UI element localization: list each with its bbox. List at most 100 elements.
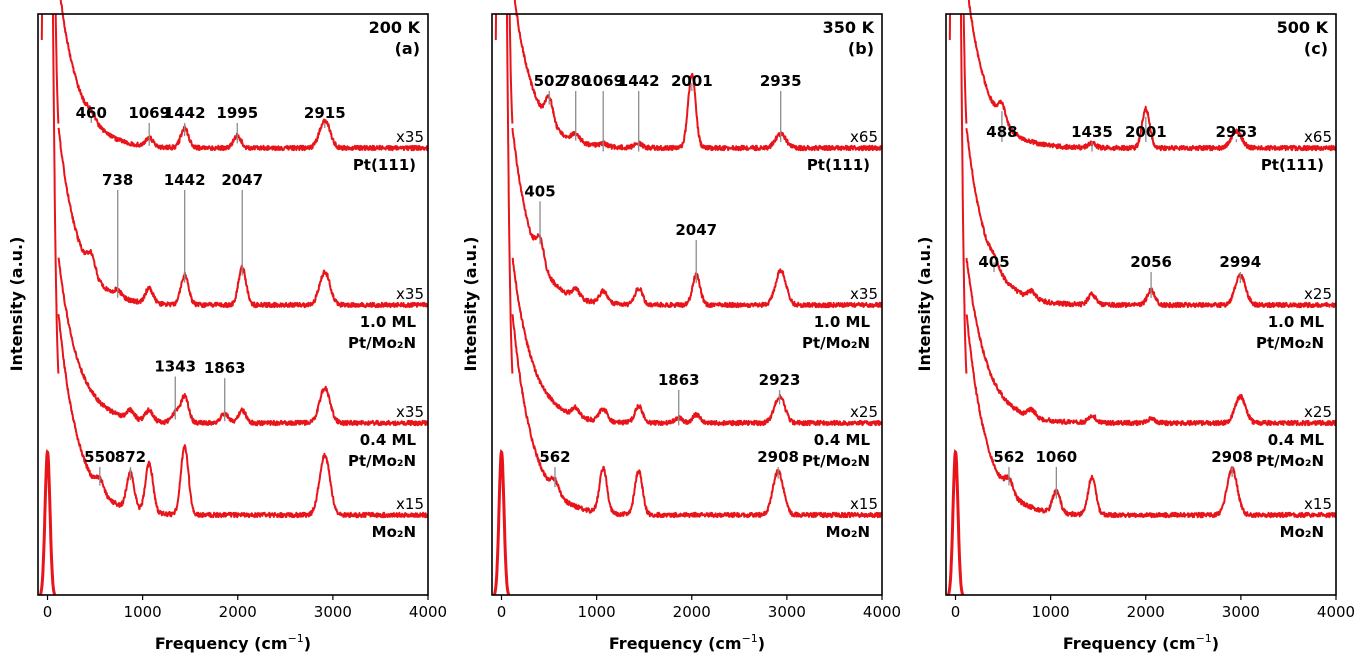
peak-label: 2001 (1125, 123, 1167, 141)
peak-label: 1995 (216, 104, 258, 122)
peak-label: 2994 (1219, 253, 1261, 271)
peak-label: 1442 (164, 171, 206, 189)
peak-label: 1435 (1071, 123, 1113, 141)
trace-label: Pt(111) (353, 156, 416, 174)
elastic-edge (40, 14, 60, 374)
trace-label: Pt(111) (807, 156, 870, 174)
y-axis-title: Intensity (a.u.) (7, 237, 26, 372)
x-axis-title: Frequency (cm−1) (1063, 632, 1219, 653)
scale-factor-label: x35 (396, 285, 424, 303)
x-tick-label: 2000 (1127, 603, 1165, 621)
scale-factor-label: x35 (396, 403, 424, 421)
panel-title: (a) (395, 39, 420, 58)
x-tick-label: 1000 (124, 603, 162, 621)
peak-label: 2056 (1130, 253, 1172, 271)
trace-label: Pt/Mo₂N (348, 452, 416, 470)
spectrum-trace-ml04 (511, 257, 883, 427)
peak-label: 1343 (154, 357, 196, 375)
x-tick-label: 3000 (314, 603, 352, 621)
scale-factor-label: x15 (1304, 495, 1332, 513)
trace-label: Pt/Mo₂N (1256, 334, 1324, 352)
scale-factor-label: x15 (850, 495, 878, 513)
peak-label: 1863 (204, 359, 246, 377)
peak-label: 2908 (1211, 448, 1253, 466)
scale-factor-label: x65 (850, 128, 878, 146)
elastic-peak (492, 449, 511, 595)
panel-title: (c) (1304, 39, 1328, 58)
peak-label: 738 (102, 171, 133, 189)
x-tick-label: 2000 (673, 603, 711, 621)
plot-frame (37, 13, 429, 596)
x-tick-label: 4000 (1317, 603, 1355, 621)
y-axis-title: Intensity (a.u.) (461, 237, 480, 372)
scale-factor-label: x35 (850, 285, 878, 303)
scale-factor-label: x65 (1304, 128, 1332, 146)
trace-label: Mo₂N (826, 523, 870, 541)
peak-label: 2915 (304, 104, 346, 122)
y-axis-title: Intensity (a.u.) (915, 237, 934, 372)
peak-label: 488 (986, 123, 1017, 141)
trace-label: Pt/Mo₂N (348, 334, 416, 352)
peak-label: 405 (978, 253, 1009, 271)
spectrum-trace-pt111 (59, 0, 429, 152)
x-tick-label: 0 (951, 603, 961, 621)
peak-label: 562 (993, 448, 1024, 466)
scale-factor-label: x25 (850, 403, 878, 421)
peak-label: 550 (84, 448, 115, 466)
trace-label: Pt/Mo₂N (802, 334, 870, 352)
elastic-edge (54, 14, 60, 124)
trace-label: 1.0 ML (814, 313, 871, 331)
trace-label: Pt/Mo₂N (802, 452, 870, 470)
x-axis-title: Frequency (cm−1) (609, 632, 765, 653)
elastic-edge (508, 14, 514, 124)
trace-label: Pt(111) (1261, 156, 1324, 174)
peak-label: 1069 (582, 72, 624, 90)
x-tick-label: 3000 (1222, 603, 1260, 621)
peak-label: 2935 (760, 72, 802, 90)
peak-label: 2047 (221, 171, 263, 189)
peak-label: 1442 (618, 72, 660, 90)
peak-label: 460 (76, 104, 107, 122)
trace-label: Mo₂N (372, 523, 416, 541)
x-tick-label: 4000 (863, 603, 901, 621)
peak-label: 1863 (658, 371, 700, 389)
spectrum-trace-pt111 (967, 0, 1337, 152)
elastic-edge (962, 14, 968, 124)
spectrum-trace-mo2n (511, 314, 883, 519)
peak-label: 2908 (757, 448, 799, 466)
peak-label: 1060 (1035, 448, 1077, 466)
panel-title: 350 K (823, 18, 875, 37)
elastic-edge (494, 14, 514, 374)
trace-label: Pt/Mo₂N (1256, 452, 1324, 470)
peak-label: 1442 (164, 104, 206, 122)
spectrum-trace-mo2n (965, 314, 1337, 519)
elastic-edge (948, 14, 968, 374)
spectrum-trace-ml04 (965, 257, 1337, 427)
spectrum-trace-mo2n (57, 314, 429, 519)
trace-label: 1.0 ML (360, 313, 417, 331)
x-tick-label: 3000 (768, 603, 806, 621)
plot-frame (945, 13, 1337, 596)
peak-label: 502 (534, 72, 565, 90)
x-tick-label: 4000 (409, 603, 447, 621)
trace-label: 0.4 ML (360, 431, 417, 449)
scale-factor-label: x35 (396, 128, 424, 146)
panel-title: (b) (848, 39, 874, 58)
elastic-peak (946, 449, 965, 595)
panel-title: 200 K (369, 18, 421, 37)
peak-label: 2047 (675, 221, 717, 239)
x-tick-label: 2000 (219, 603, 257, 621)
x-tick-label: 1000 (1032, 603, 1070, 621)
peak-label: 1069 (128, 104, 170, 122)
x-tick-label: 0 (43, 603, 53, 621)
plot-frame (491, 13, 883, 596)
spectrum-trace-ml10 (511, 127, 883, 309)
trace-label: 0.4 ML (1268, 431, 1325, 449)
x-tick-label: 1000 (578, 603, 616, 621)
spectrum-trace-ml04 (57, 257, 429, 427)
trace-label: 0.4 ML (814, 431, 871, 449)
elastic-peak (38, 449, 57, 595)
peak-label: 562 (539, 448, 570, 466)
